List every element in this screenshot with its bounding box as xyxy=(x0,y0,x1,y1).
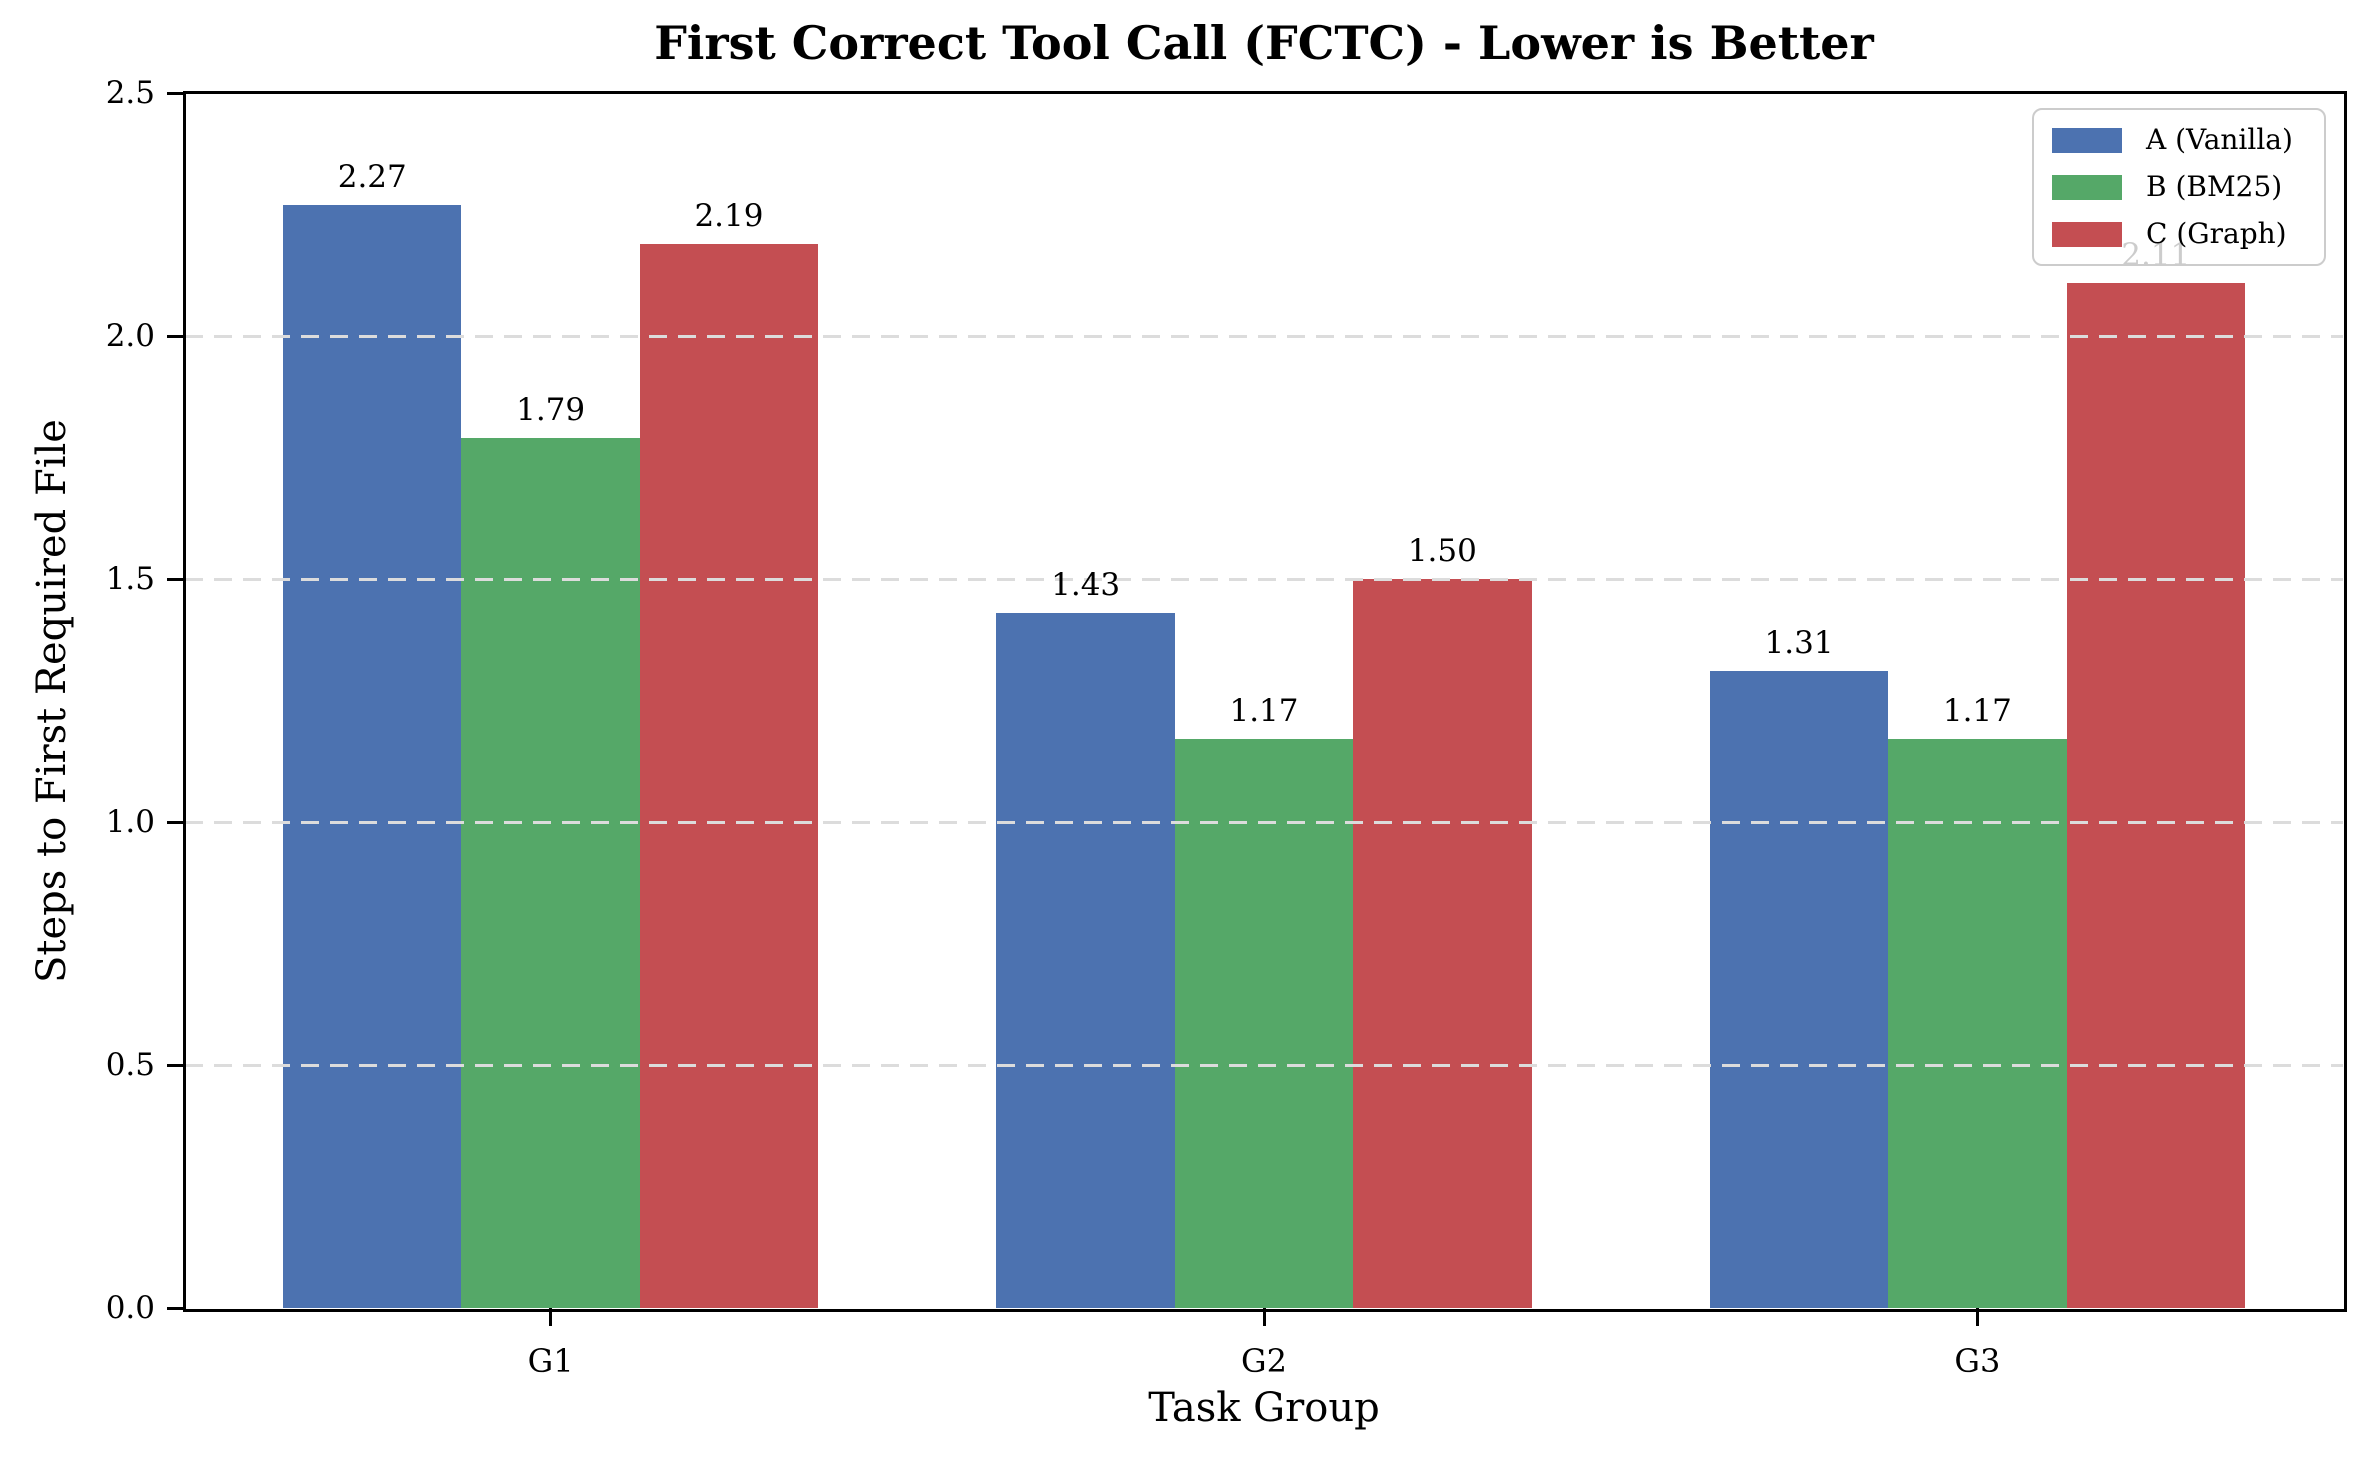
y-tick-mark xyxy=(167,1063,185,1067)
bar-value-label: 1.17 xyxy=(1229,693,1299,730)
y-tick-label: 2.0 xyxy=(105,317,155,354)
y-tick-label: 0.0 xyxy=(105,1289,155,1326)
y-tick-mark xyxy=(167,1306,185,1310)
gridline xyxy=(185,334,2343,338)
y-tick-mark xyxy=(167,91,185,95)
chart-title: First Correct Tool Call (FCTC) - Lower i… xyxy=(654,16,1874,70)
bar xyxy=(639,243,819,1308)
legend: A (Vanilla) B (BM25) C (Graph) xyxy=(2032,108,2326,266)
bar-value-label: 2.27 xyxy=(337,158,407,195)
y-tick-mark xyxy=(167,334,185,338)
y-tick-label: 1.0 xyxy=(105,803,155,840)
bar-value-label: 1.50 xyxy=(1407,533,1477,569)
x-tick-mark xyxy=(549,1308,553,1326)
y-tick-label: 2.5 xyxy=(105,74,155,111)
legend-swatch xyxy=(2052,127,2122,153)
y-tick-mark xyxy=(167,820,185,824)
bar xyxy=(283,204,462,1308)
bar xyxy=(2066,282,2245,1308)
x-tick-mark xyxy=(1975,1308,1979,1326)
bar xyxy=(1709,671,1889,1308)
bar-value-label: 1.43 xyxy=(1051,567,1121,604)
legend-label: A (Vanilla) xyxy=(2146,123,2293,156)
bar xyxy=(1888,739,2067,1308)
bar xyxy=(996,613,1175,1308)
legend-label: B (BM25) xyxy=(2146,170,2283,203)
gridline xyxy=(185,820,2343,824)
x-tick-label: G3 xyxy=(1954,1342,2001,1380)
bar xyxy=(461,438,640,1308)
legend-swatch xyxy=(2052,174,2122,200)
bar-value-label: 2.19 xyxy=(694,197,764,234)
bar-value-label: 1.31 xyxy=(1764,625,1834,662)
x-tick-label: G1 xyxy=(527,1342,574,1380)
gridline xyxy=(185,577,2343,581)
x-axis-label: Task Group xyxy=(1148,1385,1380,1431)
bar-value-label: 1.17 xyxy=(1942,693,2012,730)
bar-value-label: 1.79 xyxy=(516,392,586,429)
y-tick-mark xyxy=(167,577,185,581)
bar xyxy=(1174,739,1354,1308)
gridline xyxy=(185,1063,2343,1067)
legend-swatch xyxy=(2052,221,2122,247)
y-axis-label: Steps to First Required File xyxy=(29,418,75,983)
legend-entry: B (BM25) xyxy=(2052,173,2306,201)
bar xyxy=(1353,579,1532,1308)
y-tick-label: 0.5 xyxy=(105,1046,155,1083)
y-tick-label: 1.5 xyxy=(105,560,155,597)
legend-label: C (Graph) xyxy=(2146,217,2287,250)
x-tick-label: G2 xyxy=(1241,1342,1287,1380)
legend-entry: C (Graph) xyxy=(2052,220,2306,248)
x-tick-mark xyxy=(1262,1308,1266,1326)
legend-entry: A (Vanilla) xyxy=(2052,126,2306,154)
